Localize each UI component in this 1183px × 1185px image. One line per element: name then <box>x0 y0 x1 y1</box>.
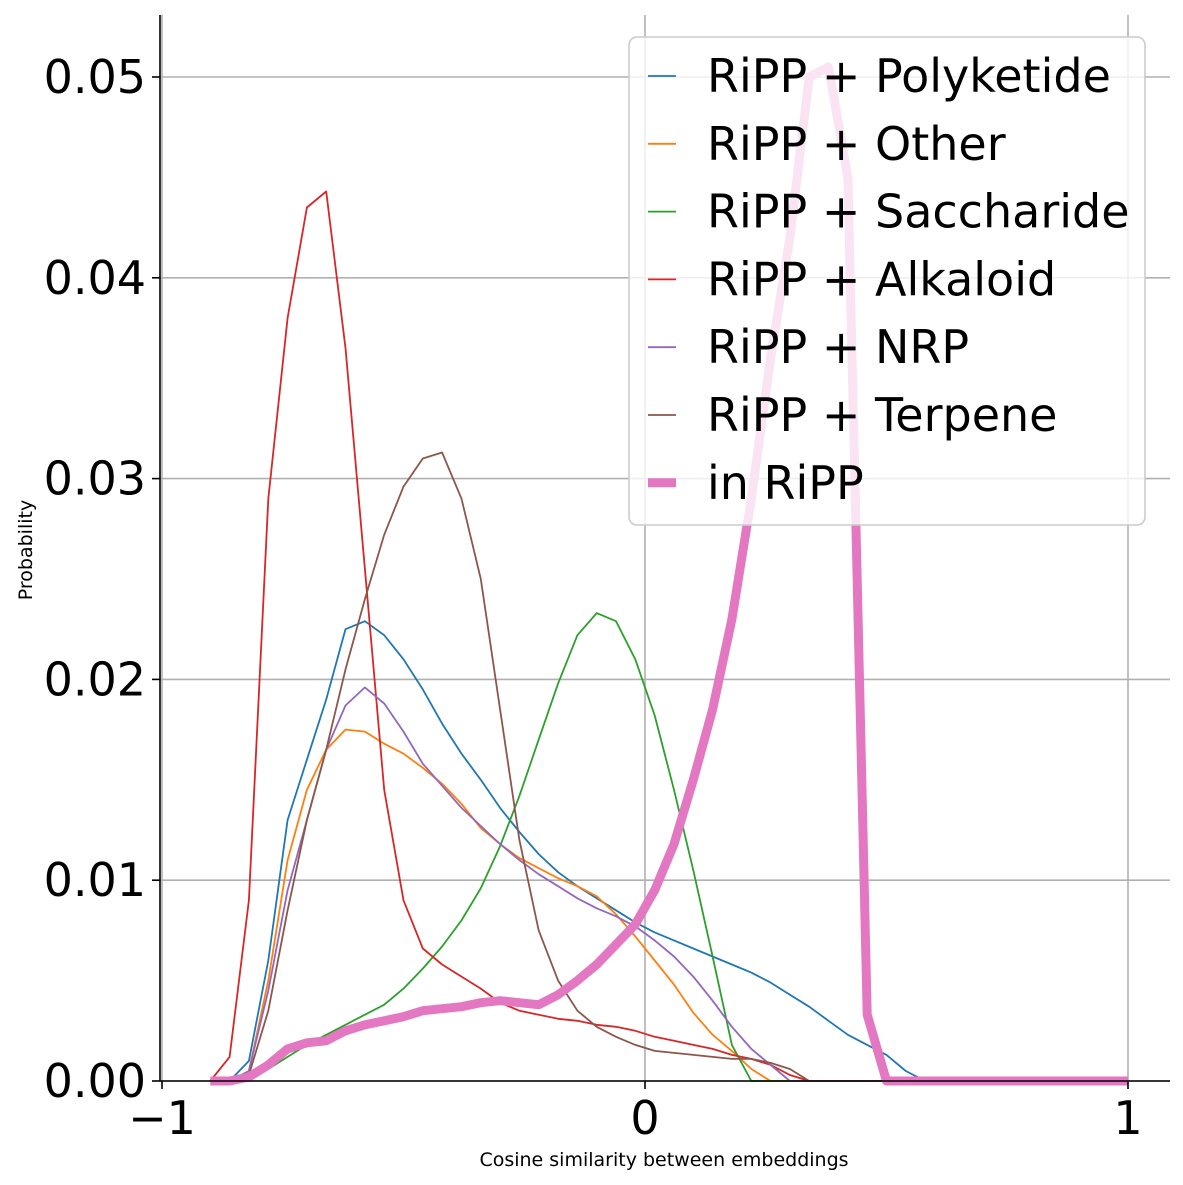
series-line-ripp-nrp <box>210 686 1128 1082</box>
x-tick-label: 1 <box>1113 1091 1142 1145</box>
ticks: −1 0 1 0.00 0.01 0.02 0.03 0.04 0.05 <box>44 50 1143 1145</box>
x-tick-label: −1 <box>128 1091 196 1145</box>
y-tick-label: 0.03 <box>44 452 146 506</box>
axes <box>159 15 1170 1082</box>
legend-box <box>628 36 1146 526</box>
legend-label: RiPP + Saccharide <box>707 185 1130 239</box>
legend-label: in RiPP <box>707 456 864 510</box>
legend-label: RiPP + Polyketide <box>707 49 1111 103</box>
legend-label: RiPP + Other <box>707 117 1006 171</box>
y-tick-label: 0.00 <box>44 1054 146 1108</box>
x-tick-label: 0 <box>630 1091 659 1145</box>
y-tick-label: 0.04 <box>44 251 146 305</box>
legend: RiPP + Polyketide RiPP + Other RiPP + Sacc… <box>628 36 1146 526</box>
legend-label: RiPP + NRP <box>707 320 969 374</box>
series-line-ripp-terpene <box>210 451 1128 1082</box>
y-axis-label: Probability <box>15 500 37 600</box>
y-tick-label: 0.02 <box>44 652 146 706</box>
legend-label: RiPP + Alkaloid <box>707 252 1056 306</box>
y-tick-label: 0.05 <box>44 50 146 104</box>
x-axis-label: Cosine similarity between embeddings <box>479 1149 848 1171</box>
legend-label: RiPP + Terpene <box>707 388 1057 442</box>
y-tick-label: 0.01 <box>44 853 146 907</box>
